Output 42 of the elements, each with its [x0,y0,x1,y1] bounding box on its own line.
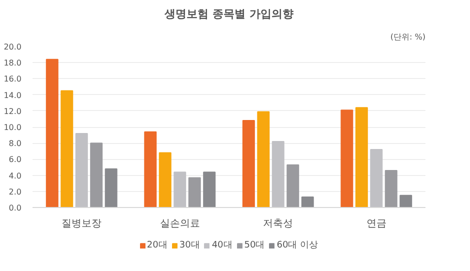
text: (단위: %) [390,32,426,42]
bar [340,110,354,208]
legend-label: 20대 [146,240,168,252]
legend-label: 40대 [212,240,232,252]
bar [355,107,368,208]
x-tick-label: 연금 [366,218,386,230]
y-tick-label: 14.0 [4,90,22,100]
bar [174,172,186,208]
bar [242,120,255,208]
bar [75,132,88,208]
legend-label: 60대 이상 [276,240,318,252]
y-tick-label: 6.0 [8,155,22,164]
bar [188,177,201,208]
y-tick-label: 18.0 [4,58,22,68]
legend-label: 30대 [179,240,200,252]
x-tick-label: 실손의료 [160,218,200,230]
legend-label: 50대 [244,240,265,252]
y-tick-label: 12.0 [4,106,22,116]
bar [104,168,118,208]
bar [272,140,284,208]
bar [301,196,314,208]
bar [60,90,74,208]
bar [203,172,216,208]
y-tick-label: 10.0 [4,123,22,132]
bar [158,152,172,208]
bar [400,194,412,208]
x-tick-label: 질병보장 [62,218,102,230]
y-tick-label: 8.0 [8,139,22,148]
bar [144,131,157,208]
bar [286,164,300,208]
y-tick-label: 16.0 [4,74,22,84]
bar [370,149,383,208]
y-tick-label: 20.0 [4,42,22,52]
y-tick-label: 0.0 [8,204,22,212]
bar [46,58,58,208]
y-tick-label: 2.0 [8,187,22,196]
bar [90,142,103,208]
y-tick-label: 4.0 [8,171,22,180]
bar [384,170,398,208]
bar [257,111,270,208]
chart-title: 생명보험 종목별 가입의향 [164,8,294,20]
x-tick-label: 저축성 [263,218,294,230]
